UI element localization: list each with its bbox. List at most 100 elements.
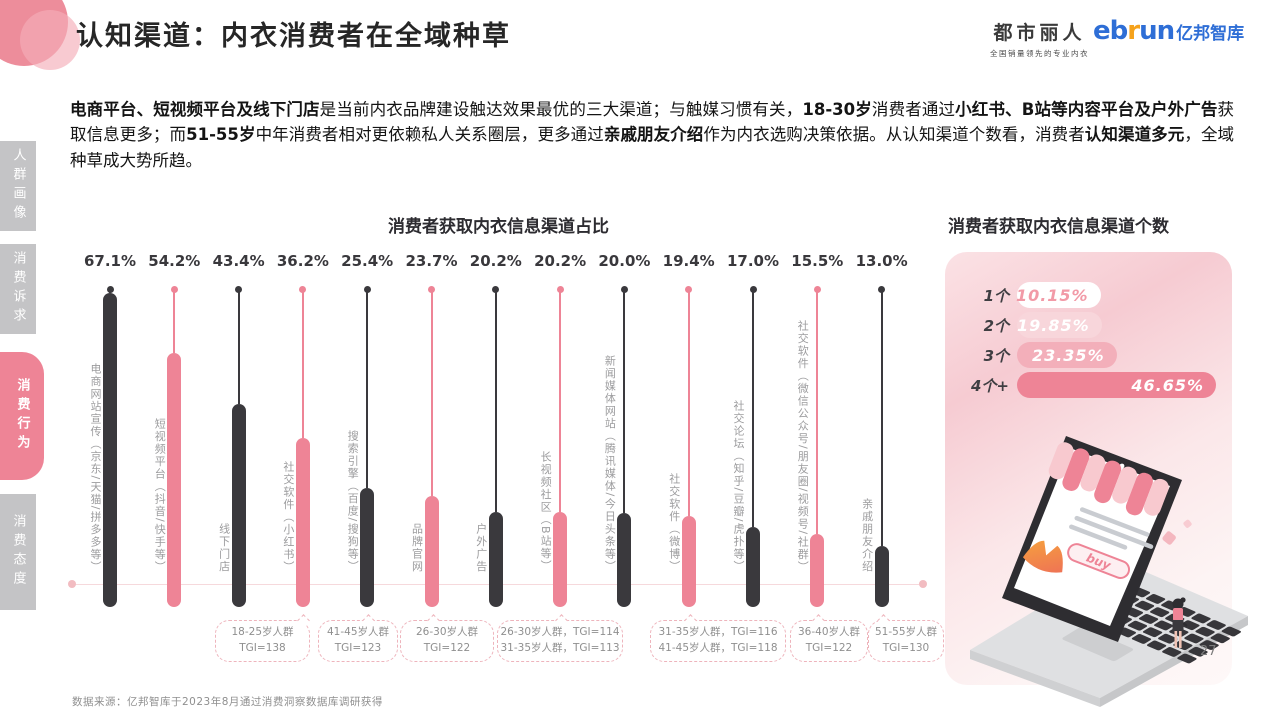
sidebar-tab-4[interactable]: 消费态度: [0, 494, 36, 610]
count-bar-track: 19.85%: [1017, 312, 1216, 338]
dushiliren-logo: 都市丽人 全国销量领先的专业内衣: [990, 18, 1089, 59]
bubble-text-line: 26-30岁人群: [415, 626, 478, 638]
bar-stem: [173, 292, 176, 354]
bar-dot: [878, 286, 886, 293]
data-source-note: 数据来源：亿邦智库于2023年8月通过消费洞察数据库调研获得: [72, 696, 383, 708]
bar-category-label: 社交软件（微博）: [667, 473, 681, 573]
bar: [488, 512, 503, 607]
count-bar: 19.85%: [1017, 312, 1102, 338]
bar-stem: [880, 292, 883, 547]
intro-highlight: 亲戚朋友介绍: [603, 125, 704, 145]
channel-count-row: 3个 23.35%: [957, 342, 1216, 368]
ebrun-logo: ebrun 亿邦智库: [1093, 16, 1245, 46]
bar-value-label: 54.2%: [148, 252, 201, 270]
bubble-text-line: TGI=122: [423, 641, 471, 654]
count-category-label: 2个: [983, 316, 1009, 335]
bubble-text-line: 18-25岁人群: [231, 626, 294, 638]
bubble-text-line: TGI=122: [805, 641, 853, 654]
page-number: 27: [1200, 644, 1217, 659]
intro-text-segment: 消费者通过: [871, 99, 956, 119]
bar-category-label: 线下门店: [217, 523, 231, 573]
shop-awning: [1048, 442, 1169, 516]
ebrun-logo-text: eb: [1093, 16, 1128, 46]
bar-value-label: 36.2%: [276, 252, 329, 270]
bar: [103, 293, 117, 607]
intro-text-segment: 作为内衣选购决策依据。从认知渠道个数看，消费者: [703, 125, 1085, 145]
bar-category-label: 户外广告: [474, 523, 488, 573]
bar-stem: [816, 292, 819, 535]
bar-dot: [299, 286, 307, 293]
sidebar-tab-3[interactable]: 消费行为: [0, 352, 44, 480]
bar: [874, 546, 889, 607]
dushiliren-tagline: 全国销量领先的专业内衣: [990, 49, 1089, 58]
bar-dot: [235, 286, 243, 293]
intro-text-segment: ，全域种草成大势所趋。: [70, 125, 1235, 171]
bar-value-label: 19.4%: [662, 252, 715, 270]
laptop-shop-illustration: buy: [970, 436, 1248, 707]
intro-highlight: 电商平台、短视频平台及线下门店: [70, 99, 320, 119]
count-bar-track: 23.35%: [1017, 342, 1216, 368]
bar-value-label: 67.1%: [83, 252, 137, 270]
bar-dot: [813, 286, 821, 293]
bar-stem: [752, 292, 754, 528]
bar: [553, 512, 568, 607]
bar-stem: [301, 292, 304, 438]
tgi-annotation-bubble: 51-55岁人群 TGI=130: [868, 614, 944, 662]
bar-stem: [623, 292, 626, 514]
sidebar-tab-2[interactable]: 消费诉求: [0, 244, 36, 334]
bar-dot: [556, 286, 564, 293]
count-bar-track: 10.15%: [1016, 282, 1216, 308]
bar: [746, 527, 760, 607]
bar-dot: [363, 286, 371, 293]
bar-stem: [559, 292, 562, 513]
intro-text-segment: 中年消费者相对更依赖私人关系圈层，更多通过: [255, 125, 604, 145]
bar-category-label: 新闻媒体网站（腾讯媒体/今日头条等）: [603, 355, 617, 573]
bar: [424, 496, 439, 607]
tgi-annotation-bubble: 41-45岁人群 TGI=123: [318, 614, 398, 662]
corner-circle-decoration-light: [20, 10, 80, 70]
bar: [231, 403, 246, 607]
channel-count-row: 4个+ 46.65%: [957, 372, 1216, 398]
intro-paragraph: 电商平台、短视频平台及线下门店是当前内衣品牌建设触达效果最优的三大渠道；与触媒习…: [70, 97, 1234, 174]
intro-text-segment: 获取信息更多；而: [70, 99, 1235, 145]
bar-category-label: 电商网站宣传（京东/天猫/拼多多等）: [89, 362, 102, 573]
dushiliren-logo-text: 都市丽人: [993, 22, 1086, 44]
bar-category-label: 社交论坛（知乎/豆瓣/虎扑等）: [732, 400, 745, 573]
touchpad: [1062, 627, 1134, 661]
tgi-annotation-bubble: 26-30岁人群 TGI=122: [400, 614, 494, 662]
bar-value-label: 20.2%: [469, 252, 522, 270]
intro-highlight: 18-30岁: [802, 99, 872, 119]
intro-highlight: 51-55岁: [186, 125, 256, 145]
bar: [810, 534, 825, 607]
bar-value-label: 25.4%: [341, 252, 394, 270]
ebrun-logo-cn: 亿邦智库: [1176, 24, 1245, 44]
bubble-text-line: 31-35岁人群，TGI=116: [658, 626, 778, 638]
channel-count-row: 2个 19.85%: [957, 312, 1216, 338]
bar-dot: [492, 286, 500, 293]
count-bar: 23.35%: [1017, 342, 1117, 368]
buy-button: [1067, 543, 1131, 579]
bar-dot: [749, 286, 757, 293]
bubble-text-line: 26-30岁人群，TGI=114: [500, 626, 620, 638]
bar-category-label: 社交软件（微信公众号/朋友圈/视频号/社群）: [796, 319, 810, 573]
bar-value-label: 17.0%: [726, 252, 780, 270]
tgi-annotation-bubble: 26-30岁人群，TGI=114 31-35岁人群，TGI=113: [497, 614, 623, 662]
count-category-label: 4个+: [970, 376, 1009, 395]
bubble-text-line: 41-45岁人群，TGI=118: [658, 641, 778, 654]
count-category-label: 1个: [983, 286, 1009, 305]
sidebar-tab-1[interactable]: 人群画像: [0, 141, 36, 231]
bar-stem: [366, 292, 369, 489]
channel-count-bars: 1个 10.15% 2个 19.85% 3个 23.35% 4个+ 46.65%: [957, 282, 1216, 398]
bar-stem: [687, 292, 690, 517]
bar-stem: [494, 292, 497, 513]
shop-page-content: buy: [1022, 507, 1192, 579]
intro-text-segment: 是当前内衣品牌建设触达效果最优的三大渠道；与触媒习惯有关，: [319, 99, 803, 119]
bar: [681, 516, 696, 607]
count-category-label: 3个: [983, 346, 1009, 365]
bar-dot: [428, 286, 435, 293]
bar-category-label: 短视频平台（抖音/快手等）: [153, 417, 167, 573]
bar: [617, 513, 632, 607]
page-title: 认知渠道：内衣消费者在全域种草: [76, 21, 511, 52]
bar-value-label: 43.4%: [212, 252, 265, 270]
